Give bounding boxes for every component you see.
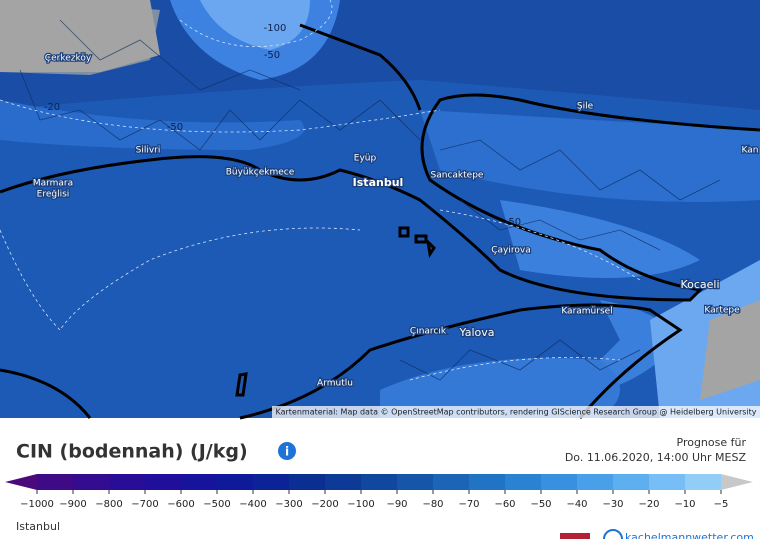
attribution: Kartenmaterial: Map data © OpenStreetMap…: [275, 408, 756, 417]
colorbar-label: −70: [458, 499, 479, 510]
colorbar-segment: [289, 474, 326, 490]
colorbar-label: −300: [275, 499, 302, 510]
colorbar-segment: [145, 474, 182, 490]
colorbar-label: −60: [494, 499, 515, 510]
colorbar-label: −10: [674, 499, 695, 510]
place-label: Karamürsel: [561, 307, 612, 317]
info-icon-glyph: i: [285, 445, 289, 459]
title: CIN (bodennah) (J/kg): [16, 441, 248, 463]
colorbar-label: −400: [239, 499, 266, 510]
logo[interactable]: kachelmannwetter.com: [625, 531, 754, 543]
colorbar-segment: [397, 474, 434, 490]
place-label: Armutlu: [317, 379, 353, 389]
place-label: Yalova: [459, 326, 495, 339]
colorbar-segment: [109, 474, 146, 490]
place-label: Kartepe: [704, 306, 740, 316]
colorbar-segment: [433, 474, 470, 490]
colorbar-segment: [613, 474, 650, 490]
location: Istanbul: [16, 520, 60, 533]
forecast-time: Do. 11.06.2020, 14:00 Uhr MESZ: [565, 451, 747, 464]
colorbar-label: −600: [167, 499, 194, 510]
logo-icon: [603, 529, 623, 543]
colorbar-segment: [37, 474, 74, 490]
place-label: Sancaktepe: [431, 171, 484, 181]
colorbar-label: −800: [95, 499, 122, 510]
place-label: Şile: [577, 102, 594, 112]
colorbar-label: −90: [386, 499, 407, 510]
colorbar-segment: [541, 474, 578, 490]
map: Çerkezköy Şile Kan Silivri Marmara Ereğl…: [0, 0, 761, 420]
place-label: Eyüp: [354, 154, 377, 164]
colorbar-segment: [469, 474, 506, 490]
colorbar-label: −80: [422, 499, 443, 510]
place-label: Istanbul: [353, 176, 404, 189]
place-label: Silivri: [136, 146, 161, 156]
place-label: Kocaeli: [680, 278, 719, 291]
colorbar-segment: [73, 474, 110, 490]
place-label: Çayirova: [491, 246, 530, 256]
forecast-label: Prognose für: [677, 436, 747, 449]
place-label: Çerkezköy: [45, 54, 92, 64]
place-label: Çınarcık: [410, 327, 447, 337]
colorbar-label: −1000: [20, 499, 54, 510]
colorbar-label: −900: [59, 499, 86, 510]
colorbar-segment: [181, 474, 218, 490]
contour-label: -50: [264, 50, 280, 61]
contour-label: -20: [44, 102, 60, 113]
colorbar-label: −700: [131, 499, 158, 510]
place-label: Marmara: [33, 179, 73, 189]
colorbar-label: −30: [602, 499, 623, 510]
place-label: Ereğlisi: [37, 190, 70, 200]
colorbar-segment: [649, 474, 686, 490]
colorbar-segment: [217, 474, 254, 490]
colorbar-segment: [325, 474, 362, 490]
colorbar-cap: [5, 474, 37, 490]
colorbar-label: −20: [638, 499, 659, 510]
colorbar-label: −50: [530, 499, 551, 510]
colorbar-segment: [685, 474, 722, 490]
colorbar-cap: [721, 474, 753, 490]
flag-icon[interactable]: [560, 533, 590, 539]
colorbar-label: −500: [203, 499, 230, 510]
colorbar-label: −100: [347, 499, 374, 510]
place-label: Kan: [742, 146, 759, 156]
colorbar-label: −5: [714, 499, 729, 510]
contour-label: -50: [505, 217, 521, 228]
colorbar-segment: [577, 474, 614, 490]
colorbar-segment: [253, 474, 290, 490]
colorbar-segment: [505, 474, 542, 490]
colorbar-label: −200: [311, 499, 338, 510]
contour-label: -100: [264, 23, 287, 34]
place-label: Büyükçekmece: [226, 168, 295, 178]
contour-label: -50: [167, 122, 183, 133]
colorbar-label: −40: [566, 499, 587, 510]
info-icon[interactable]: [278, 442, 296, 460]
colorbar-segment: [361, 474, 398, 490]
colorbar: −1000 −900 −800 −700 −600 −500 −400 −300 −200 −10…: [5, 474, 753, 510]
